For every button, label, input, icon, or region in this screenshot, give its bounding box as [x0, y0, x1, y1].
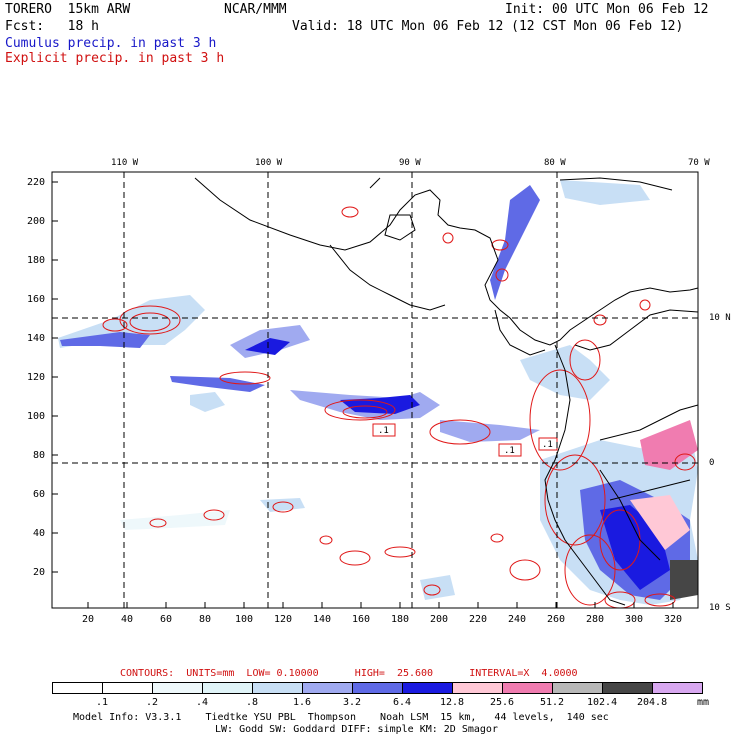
legend-cumulus: Cumulus precip. in past 3 h — [5, 36, 217, 51]
x-tick-label: 140 — [313, 614, 332, 625]
colorbar-swatch — [202, 682, 253, 694]
region-label: .1 — [542, 440, 553, 450]
organization: NCAR/MMM — [224, 2, 287, 17]
explicit-precip-contours — [102, 206, 696, 609]
colorbar-level: 12.8 — [440, 697, 465, 708]
x-tick-label: 300 — [625, 614, 644, 625]
colorbar-swatch — [502, 682, 553, 694]
x-tick-label: 200 — [430, 614, 449, 625]
y-tick-label: 120 — [27, 372, 46, 383]
colorbar-level: .8 — [246, 697, 259, 708]
y-tick-label: 140 — [27, 333, 46, 344]
region-label-boxes — [372, 423, 558, 457]
model-info: Model Info: V3.3.1 Tiedtke YSU PBL Thomp… — [73, 712, 609, 723]
x-tick-label: 120 — [274, 614, 293, 625]
region-label: .1 — [378, 426, 389, 436]
y-tick-label: 180 — [27, 255, 46, 266]
colorbar-level: 51.2 — [540, 697, 565, 708]
lon-label: 100 W — [255, 158, 283, 168]
colorbar-swatch — [252, 682, 303, 694]
map-frame — [51, 171, 699, 609]
x-tick-label: 220 — [469, 614, 488, 625]
x-tick-label: 260 — [547, 614, 566, 625]
colorbar-swatch — [352, 682, 403, 694]
colorbar-unit: mm — [697, 697, 710, 708]
y-tick-marks — [52, 181, 58, 573]
x-tick-label: 320 — [664, 614, 683, 625]
latlon-grid — [52, 172, 698, 608]
colorbar-level: 25.6 — [490, 697, 515, 708]
colorbar-swatch — [402, 682, 453, 694]
valid-time: Valid: 18 UTC Mon 06 Feb 12 (12 CST Mon … — [292, 19, 684, 34]
x-tick-label: 280 — [586, 614, 605, 625]
y-tick-label: 200 — [27, 216, 46, 227]
model-title: TORERO 15km ARW — [5, 2, 131, 17]
x-tick-label: 240 — [508, 614, 527, 625]
colorbar-level: .2 — [146, 697, 159, 708]
y-tick-label: 160 — [27, 294, 46, 305]
colorbar-swatch — [452, 682, 503, 694]
y-tick-label: 80 — [33, 450, 46, 461]
lat-label: 10 S — [709, 603, 731, 613]
colorbar-swatch — [102, 682, 153, 694]
y-tick-label: 100 — [27, 411, 46, 422]
colorbar-level: 1.6 — [293, 697, 312, 708]
legend-explicit: Explicit precip. in past 3 h — [5, 51, 225, 66]
y-tick-label: 60 — [33, 489, 46, 500]
colorbar-swatch — [552, 682, 603, 694]
colorbar-swatch — [52, 682, 103, 694]
colorbar-level: .4 — [196, 697, 209, 708]
x-tick-label: 80 — [199, 614, 212, 625]
lat-label: 10 N — [709, 313, 731, 323]
y-tick-label: 40 — [33, 528, 46, 539]
y-tick-label: 20 — [33, 567, 46, 578]
lat-label: 0 — [709, 458, 715, 468]
x-tick-marks — [87, 602, 674, 608]
x-tick-label: 180 — [391, 614, 410, 625]
init-time: Init: 00 UTC Mon 06 Feb 12 — [505, 2, 709, 17]
coastlines — [194, 177, 699, 606]
colorbar-level: 102.4 — [587, 697, 618, 708]
lon-label: 90 W — [399, 158, 421, 168]
colorbar-swatch — [602, 682, 653, 694]
x-tick-label: 60 — [160, 614, 173, 625]
lon-label: 70 W — [688, 158, 710, 168]
colorbar-swatch — [652, 682, 703, 694]
lon-label: 80 W — [544, 158, 566, 168]
lon-label: 110 W — [111, 158, 139, 168]
colorbar-level: 204.8 — [637, 697, 668, 708]
contours-info: CONTOURS: UNITS=mm LOW= 0.10000 HIGH= 25… — [120, 668, 578, 679]
colorbar-level: .1 — [96, 697, 109, 708]
colorbar-swatch — [152, 682, 203, 694]
cumulus-precip-shading — [58, 180, 698, 605]
x-tick-label: 20 — [82, 614, 95, 625]
x-tick-label: 40 — [121, 614, 134, 625]
x-tick-label: 100 — [235, 614, 254, 625]
colorbar-level: 6.4 — [393, 697, 412, 708]
y-tick-label: 220 — [27, 177, 46, 188]
x-tick-label: 160 — [352, 614, 371, 625]
region-label: .1 — [504, 446, 515, 456]
colorbar-swatch — [302, 682, 353, 694]
colorbar-level: 3.2 — [343, 697, 362, 708]
forecast-hour: Fcst: 18 h — [5, 19, 99, 34]
model-physics: LW: Godd SW: Goddard DIFF: simple KM: 2D… — [215, 724, 498, 735]
